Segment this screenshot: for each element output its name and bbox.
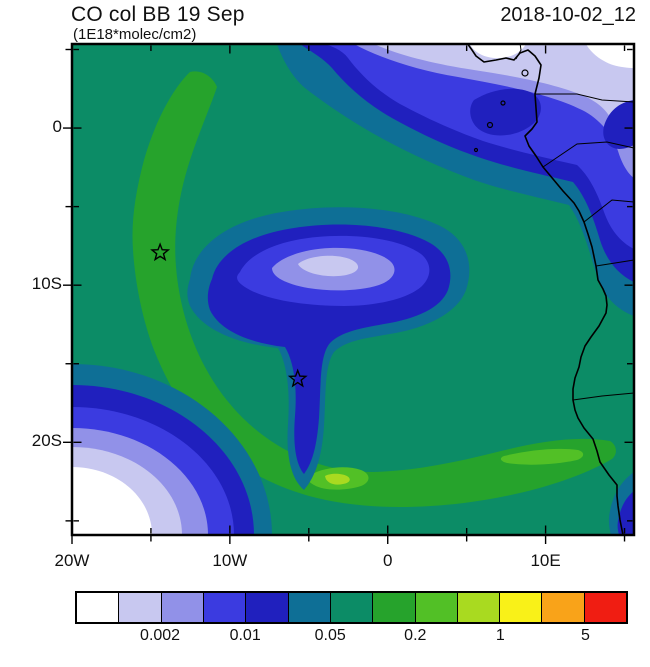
colorbar-cell xyxy=(245,593,288,622)
colorbar-label: 1 xyxy=(495,627,505,644)
colorbar-cell xyxy=(372,593,415,622)
colorbar-cell xyxy=(541,593,584,622)
colorbar-cell xyxy=(160,593,203,622)
islands xyxy=(473,69,529,153)
colorbar-cell xyxy=(414,593,457,622)
contour-region xyxy=(500,448,584,465)
figure-title: CO col BB 19 Sep xyxy=(71,3,245,26)
colorbar-cell xyxy=(499,593,542,622)
colorbar-cell xyxy=(456,593,500,622)
contour-region xyxy=(72,467,152,535)
colorbar-labels: 0.002 0.01 0.05 0.2 1 5 xyxy=(75,627,628,647)
colorbar-cell xyxy=(287,593,330,622)
map-frame xyxy=(70,42,636,537)
colorbar-label: 0.05 xyxy=(314,627,346,644)
contour-region xyxy=(374,44,634,142)
contour-region xyxy=(298,255,359,277)
colorbar-label: 0.01 xyxy=(229,627,261,644)
colorbar-cell xyxy=(583,593,627,622)
map-plot xyxy=(63,42,636,544)
axis-ticks xyxy=(63,45,633,544)
contour-region xyxy=(586,44,634,68)
x-axis-label: 10E xyxy=(530,551,561,570)
star-marker xyxy=(150,242,171,262)
contour-region-plume xyxy=(132,71,616,508)
colorbar-label: 0.002 xyxy=(140,627,181,644)
colorbar-label: 0.2 xyxy=(404,627,427,644)
figure-subtitle: (1E18*molec/cm2) xyxy=(73,26,197,43)
star-marker xyxy=(287,368,308,388)
contour-region xyxy=(325,473,350,485)
coastline xyxy=(466,43,624,536)
contour-map-svg xyxy=(63,42,636,544)
colorbar-cell xyxy=(77,593,119,622)
colorbar-label: 5 xyxy=(581,627,590,644)
y-axis-label: 20S xyxy=(31,431,62,451)
contour-region xyxy=(603,100,634,149)
map-markers xyxy=(150,242,308,388)
x-axis-label: 10W xyxy=(212,551,248,570)
colorbar-cell xyxy=(118,593,161,622)
colorbar-cell xyxy=(202,593,246,622)
figure-timestamp: 2018-10-02_12 xyxy=(500,4,636,26)
colorbar-cell xyxy=(329,593,373,622)
contour-field xyxy=(71,43,635,536)
x-axis-label: 0 xyxy=(382,551,393,570)
country-borders xyxy=(515,43,635,401)
contour-region xyxy=(617,491,634,535)
y-axis-label: 10S xyxy=(31,274,62,294)
x-axis-label: 20W xyxy=(54,551,90,570)
colorbar xyxy=(75,591,628,624)
y-axis-label: 0 xyxy=(52,117,62,137)
contour-region xyxy=(470,44,526,59)
